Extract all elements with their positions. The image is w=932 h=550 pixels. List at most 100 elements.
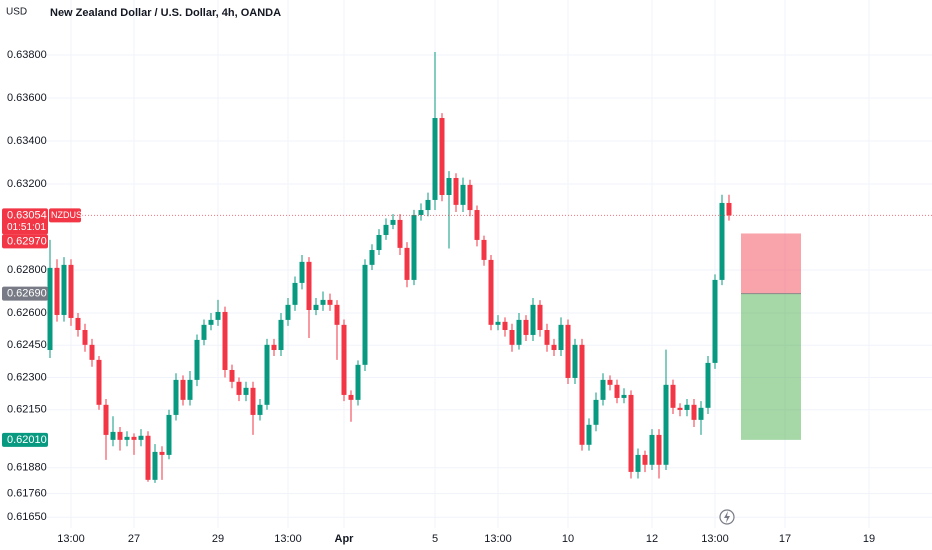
candle-body [124, 436, 130, 440]
candle-body [376, 234, 382, 251]
candle-body [306, 261, 312, 311]
candle-body [348, 394, 354, 400]
candle-body [712, 279, 718, 363]
x-tick-label: 13:00 [484, 533, 512, 545]
candle-body [551, 344, 557, 350]
y-tick-label: 0.62150 [7, 404, 47, 416]
candle-body [530, 304, 536, 335]
candle-body [215, 311, 221, 320]
target-price-box [2, 432, 48, 447]
candle-body [488, 259, 494, 325]
candle-body [390, 219, 396, 225]
x-tick-label: 27 [128, 533, 140, 545]
stop-price-box [2, 234, 48, 249]
candle-body [544, 330, 550, 345]
stop-zone [741, 233, 801, 294]
candle-body [187, 379, 193, 400]
y-tick-label: 0.61760 [7, 488, 47, 500]
candle-body [628, 394, 634, 472]
candle-body [152, 451, 158, 480]
x-tick-label: 13:00 [701, 533, 729, 545]
candle-body [180, 379, 186, 400]
candle-body [313, 304, 319, 311]
candle-body [572, 344, 578, 378]
x-tick-label: 17 [779, 533, 791, 545]
candle-body [621, 394, 627, 398]
candle-body [677, 407, 683, 410]
candle-body [579, 344, 585, 445]
candle-body [467, 184, 473, 211]
candle-body [208, 319, 214, 325]
label-layer: 0.63800 0.63600 0.63400 0.63200 0.62800 0.626… [2, 49, 875, 545]
candle-body [341, 324, 347, 395]
candle-body [47, 267, 53, 350]
candle-body [726, 202, 732, 216]
candle-body [285, 304, 291, 320]
candle-body [117, 431, 123, 440]
x-tick-label: 13:00 [274, 533, 302, 545]
candle-body [82, 330, 88, 345]
candle-body [481, 239, 487, 260]
candle-body [54, 267, 60, 315]
target-zone [741, 293, 801, 440]
candle-body [236, 381, 242, 395]
candle-body [362, 264, 368, 365]
x-tick-label: Apr [335, 533, 355, 545]
candle-body [684, 404, 690, 410]
y-tick-label: 0.63400 [7, 135, 47, 147]
candle-body [159, 451, 165, 455]
x-tick-label: 19 [863, 533, 875, 545]
y-tick-label: 0.63600 [7, 92, 47, 104]
target-price-label: 0.62010 [7, 434, 47, 446]
candle-body [593, 399, 599, 425]
replay-icon[interactable] [719, 509, 735, 525]
x-tick-label: 13:00 [57, 533, 85, 545]
candle-body [229, 369, 235, 382]
y-tick-label: 0.63200 [7, 178, 47, 190]
candle-body [138, 435, 144, 440]
candle-body [110, 431, 116, 440]
y-tick-label: 0.61650 [7, 511, 47, 523]
candle-body [565, 324, 571, 378]
candle-body [327, 299, 333, 305]
x-tick-label: 5 [432, 533, 438, 545]
entry-price-label: 0.62690 [7, 288, 47, 300]
candle-body [516, 319, 522, 345]
y-tick-label: 0.61880 [7, 462, 47, 474]
candle-body [537, 304, 543, 330]
plot-layer [46, 52, 932, 483]
candle-body [257, 404, 263, 415]
candle-body [656, 434, 662, 465]
symbol-box [49, 208, 81, 223]
candle-body [460, 184, 466, 205]
candle-body [68, 264, 74, 318]
y-tick-label: 0.63800 [7, 49, 47, 61]
candle-body [292, 282, 298, 305]
y-tick-label: 0.62800 [7, 264, 47, 276]
candle-body [278, 319, 284, 350]
candle-body [131, 436, 137, 440]
x-tick-label: 10 [562, 533, 574, 545]
candle-body [698, 407, 704, 420]
candle-body [719, 202, 725, 280]
countdown-label: 01:51:01 [7, 222, 46, 233]
candle-body [383, 224, 389, 235]
stop-price-label: 0.62970 [7, 235, 47, 247]
candle-body [320, 299, 326, 305]
chart-title: New Zealand Dollar / U.S. Dollar, 4h, OA… [50, 7, 281, 19]
y-tick-label: 0.62450 [7, 339, 47, 351]
candle-body [705, 362, 711, 408]
candle-body [425, 199, 431, 211]
candle-body [642, 454, 648, 465]
candle-body [691, 404, 697, 420]
candle-body [649, 434, 655, 465]
symbol-label: NZDUSD [51, 210, 89, 220]
candle-body [194, 339, 200, 380]
candle-body [264, 344, 270, 405]
candle-body [355, 364, 361, 400]
candle-body [453, 178, 459, 205]
last-price-box [2, 208, 48, 235]
candle-body [404, 247, 410, 280]
